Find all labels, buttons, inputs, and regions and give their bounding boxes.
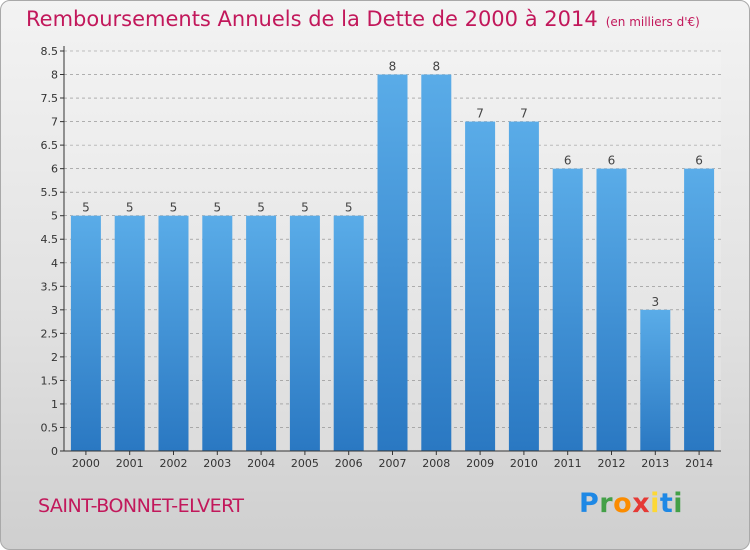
y-tick-label: 7 (51, 116, 58, 129)
y-tick-label: 4.5 (41, 233, 59, 246)
logo-letter: P (579, 488, 600, 519)
bar-2010 (508, 121, 539, 452)
x-tick-label: 2003 (203, 457, 231, 470)
value-label-2009: 7 (476, 107, 484, 121)
y-tick-label: 6 (51, 163, 58, 176)
x-tick-label: 2011 (554, 457, 582, 470)
bar-2003 (202, 215, 233, 451)
bar-2011 (552, 168, 583, 451)
x-tick-label: 2007 (379, 457, 407, 470)
y-tick-label: 5.5 (41, 186, 59, 199)
x-tick-label: 2001 (116, 457, 144, 470)
x-tick-label: 2002 (160, 457, 188, 470)
bar-2000 (70, 215, 101, 451)
y-tick-label: 2.5 (41, 327, 59, 340)
bar-2012 (596, 168, 627, 451)
y-tick-label: 8.5 (41, 45, 59, 58)
x-tick-label: 2006 (335, 457, 363, 470)
logo-letter: i (650, 488, 660, 519)
x-tick-label: 2008 (422, 457, 450, 470)
value-label-2007: 8 (389, 60, 397, 74)
value-label-2000: 5 (82, 201, 90, 215)
value-label-2003: 5 (213, 201, 221, 215)
place-name: SAINT-BONNET-ELVERT (38, 495, 244, 517)
value-label-2008: 8 (432, 60, 440, 74)
bar-2001 (114, 215, 145, 451)
value-label-2011: 6 (564, 154, 572, 168)
value-label-2001: 5 (126, 201, 134, 215)
y-tick-label: 1.5 (41, 374, 59, 387)
chart-title-text: Remboursements Annuels de la Dette de 20… (26, 7, 598, 31)
bar-2008 (421, 74, 452, 451)
logo-letter: t (659, 488, 674, 519)
logo-letter: r (599, 488, 614, 519)
x-tick-label: 2009 (466, 457, 494, 470)
bar-2013 (640, 309, 671, 451)
value-label-2002: 5 (170, 201, 178, 215)
chart-title: Remboursements Annuels de la Dette de 20… (26, 7, 700, 31)
value-label-2013: 3 (651, 295, 659, 309)
bar-2014 (684, 168, 715, 451)
bar-2007 (377, 74, 408, 451)
value-label-2005: 5 (301, 201, 309, 215)
y-tick-label: 7.5 (41, 92, 59, 105)
y-tick-label: 3.5 (41, 280, 59, 293)
logo-letter: o (613, 488, 633, 519)
bar-2005 (289, 215, 320, 451)
bar-2006 (333, 215, 364, 451)
logo-letter: i (673, 488, 684, 519)
bar-2002 (158, 215, 189, 451)
x-tick-label: 2000 (72, 457, 100, 470)
x-tick-label: 2005 (291, 457, 319, 470)
x-tick-label: 2010 (510, 457, 538, 470)
value-label-2010: 7 (520, 107, 528, 121)
y-tick-label: 4 (51, 257, 58, 270)
x-tick-label: 2012 (598, 457, 626, 470)
chart-title-unit: (en milliers d'€) (605, 15, 700, 29)
value-label-2004: 5 (257, 201, 265, 215)
y-tick-label: 0 (51, 445, 58, 458)
y-tick-label: 1 (51, 398, 58, 411)
proxiti-logo: Proxiti (579, 488, 683, 519)
value-label-2012: 6 (608, 154, 616, 168)
bar-2009 (465, 121, 496, 452)
y-tick-label: 6.5 (41, 139, 59, 152)
y-tick-label: 3 (51, 304, 58, 317)
y-tick-label: 0.5 (41, 421, 59, 434)
bar-2004 (246, 215, 277, 451)
value-label-2006: 5 (345, 201, 353, 215)
y-tick-label: 8 (51, 69, 58, 82)
x-tick-label: 2004 (247, 457, 275, 470)
logo-letter: x (632, 488, 651, 519)
y-tick-label: 5 (51, 210, 58, 223)
value-label-2014: 6 (695, 154, 703, 168)
y-tick-label: 2 (51, 351, 58, 364)
x-tick-label: 2013 (641, 457, 669, 470)
x-tick-label: 2014 (685, 457, 713, 470)
